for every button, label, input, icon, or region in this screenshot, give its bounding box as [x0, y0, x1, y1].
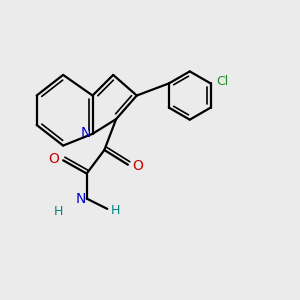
Text: O: O — [132, 159, 143, 173]
Text: N: N — [81, 126, 91, 140]
Text: H: H — [54, 205, 63, 218]
Text: Cl: Cl — [216, 75, 228, 88]
Text: N: N — [76, 192, 86, 206]
Text: H: H — [110, 204, 120, 217]
Text: O: O — [48, 152, 59, 166]
